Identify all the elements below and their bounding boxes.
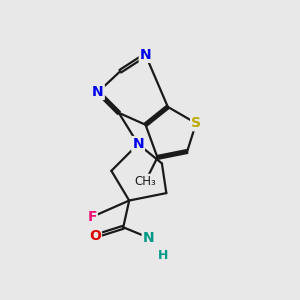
Text: N: N [92, 85, 104, 99]
Text: O: O [89, 229, 101, 243]
Text: H: H [158, 249, 169, 262]
Text: F: F [87, 210, 97, 224]
Text: N: N [140, 48, 152, 62]
Text: N: N [143, 231, 154, 245]
Text: CH₃: CH₃ [135, 175, 156, 188]
Text: S: S [191, 116, 201, 130]
Text: N: N [132, 137, 144, 151]
